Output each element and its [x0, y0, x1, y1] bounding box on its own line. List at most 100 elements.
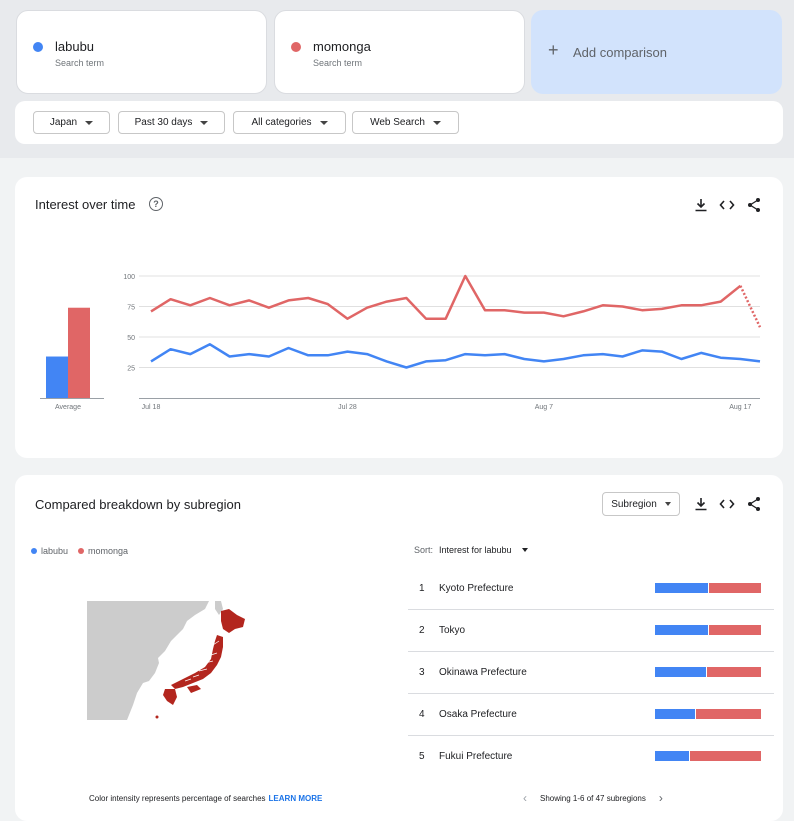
filter-region-dropdown[interactable]: Japan: [33, 111, 110, 134]
labubu-share-segment: [655, 583, 708, 593]
term-name[interactable]: labubu: [55, 39, 95, 54]
plus-icon: +: [548, 40, 559, 60]
add-comparison-button[interactable]: + Add comparison: [531, 10, 782, 94]
caret-down-icon: [200, 120, 209, 125]
legend-label: momonga: [88, 546, 129, 556]
chevron-left-icon[interactable]: ‹: [523, 791, 527, 805]
map-legend: labubu momonga: [31, 546, 138, 556]
legend-item-momonga: momonga: [78, 546, 128, 556]
footnote-text: Color intensity represents percentage of…: [89, 794, 266, 803]
x-tick-label: Aug 7: [535, 404, 553, 411]
panel-title: Compared breakdown by subregion: [35, 497, 241, 512]
comparison-bar: [655, 625, 761, 635]
pagination: ‹ Showing 1-6 of 47 subregions ›: [518, 791, 668, 805]
momonga-share-segment: [706, 667, 761, 677]
prefecture-borders: [184, 640, 220, 682]
panel-title: Interest over time: [35, 197, 136, 212]
sort-label: Sort:: [414, 545, 434, 555]
x-tick-label: Aug 17: [729, 404, 751, 411]
momonga-share-segment: [696, 709, 761, 719]
term-color-dot: [291, 42, 301, 52]
learn-more-link[interactable]: LEARN MORE: [268, 794, 323, 803]
help-icon[interactable]: ?: [149, 197, 163, 211]
chevron-right-icon[interactable]: ›: [658, 791, 663, 805]
region-name: Osaka Prefecture: [439, 709, 517, 720]
labubu-share-segment: [655, 625, 708, 635]
download-icon[interactable]: [692, 196, 710, 214]
filter-bar: Japan Past 30 days All categories Web Se…: [15, 101, 783, 144]
filter-category-dropdown[interactable]: All categories: [233, 111, 346, 134]
term-type: Search term: [313, 58, 363, 68]
region-rank: 3: [419, 667, 425, 678]
filter-time-dropdown[interactable]: Past 30 days: [118, 111, 225, 134]
term-type: Search term: [55, 58, 105, 68]
labubu-share-segment: [655, 709, 696, 719]
series-line-labubu: [150, 343, 761, 369]
subregion-breakdown-panel: Compared breakdown by subregion Subregio…: [15, 475, 783, 821]
filter-label: Web Search: [370, 117, 425, 128]
caret-down-icon: [432, 120, 441, 125]
filter-label: Past 30 days: [134, 117, 193, 128]
sort-control[interactable]: Sort: Interest for labubu: [414, 545, 528, 555]
okinawa-island-dot: [155, 715, 159, 719]
shikoku-shape: [187, 685, 201, 693]
region-row[interactable]: 3 Okinawa Prefecture: [408, 652, 774, 694]
legend-label: labubu: [41, 546, 69, 556]
subregion-label: Subregion: [611, 498, 657, 510]
download-icon[interactable]: [692, 495, 710, 513]
map-footnote: Color intensity represents percentage of…: [89, 794, 322, 803]
share-icon[interactable]: [745, 196, 763, 214]
comparison-bar: [655, 667, 761, 677]
honshu-shape: [171, 635, 223, 689]
momonga-share-segment: [709, 625, 761, 635]
region-row[interactable]: 2 Tokyo: [408, 610, 774, 652]
region-rank: 1: [419, 583, 425, 594]
term-card-momonga[interactable]: momonga Search term: [274, 10, 525, 94]
hokkaido-shape: [221, 609, 245, 633]
comparison-bar: [655, 583, 761, 593]
filter-search-type-dropdown[interactable]: Web Search: [352, 111, 459, 134]
y-tick-label: 50: [127, 335, 135, 342]
comparison-bar: [655, 709, 761, 719]
comparison-bar: [655, 751, 761, 761]
y-tick-label: 75: [127, 305, 135, 312]
region-name: Fukui Prefecture: [439, 751, 513, 762]
interest-line-chart: Average 25 50 75 100 Jul 18 Jul 28 Aug 7 Aug 17: [40, 274, 762, 411]
x-tick-label: Jul 28: [338, 404, 357, 411]
region-row[interactable]: 1 Kyoto Prefecture: [408, 568, 774, 610]
term-card-labubu[interactable]: labubu Search term: [16, 10, 267, 94]
average-bar-momonga: [68, 307, 90, 398]
legend-dot: [31, 548, 37, 554]
caret-down-icon: [319, 120, 328, 125]
korea-peninsula-shape: [137, 647, 159, 683]
sort-value: Interest for labubu: [439, 545, 512, 555]
filter-label: All categories: [251, 117, 312, 128]
share-icon[interactable]: [745, 495, 763, 513]
add-comparison-label: Add comparison: [573, 45, 667, 60]
region-rank: 4: [419, 709, 425, 720]
term-name[interactable]: momonga: [313, 39, 371, 54]
embed-icon[interactable]: [718, 196, 736, 214]
embed-icon[interactable]: [718, 495, 736, 513]
region-name: Kyoto Prefecture: [439, 583, 514, 594]
y-tick-label: 25: [127, 366, 135, 373]
labubu-share-segment: [655, 667, 706, 677]
caret-down-icon: [664, 502, 671, 506]
region-rank: 5: [419, 751, 425, 762]
term-color-dot: [33, 42, 43, 52]
region-row[interactable]: 4 Osaka Prefecture: [408, 694, 774, 736]
average-label: Average: [55, 404, 81, 411]
legend-item-labubu: labubu: [31, 546, 68, 556]
region-name: Tokyo: [439, 625, 466, 636]
x-tick-label: Jul 18: [142, 404, 161, 411]
subregion-dropdown[interactable]: Subregion: [602, 492, 680, 516]
interest-over-time-panel: Interest over time ? Average 25 50 75 100 Jul…: [15, 177, 783, 458]
region-name: Okinawa Prefecture: [439, 667, 527, 678]
caret-down-icon: [521, 548, 528, 552]
series-line-momonga: [150, 274, 742, 320]
momonga-share-segment: [709, 583, 761, 593]
region-rank: 2: [419, 625, 425, 636]
region-row[interactable]: 5 Fukui Prefecture: [408, 736, 774, 778]
kyushu-shape: [163, 689, 177, 705]
subregion-map[interactable]: [87, 601, 270, 720]
